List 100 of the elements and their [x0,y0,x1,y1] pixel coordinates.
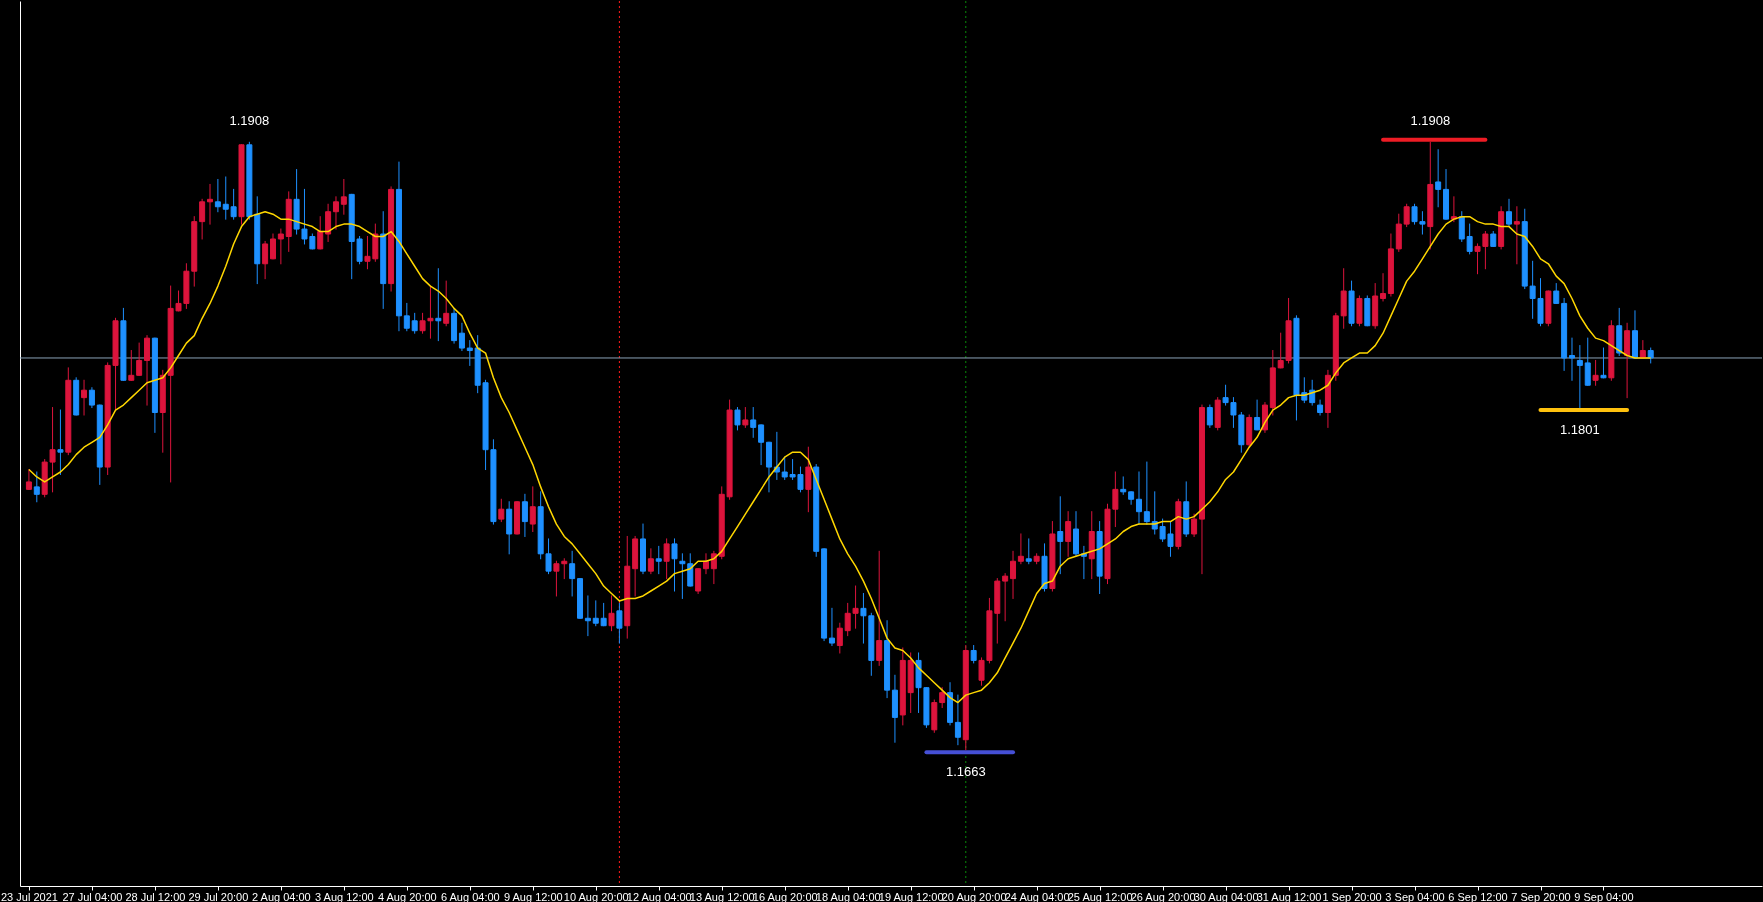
x-tick-label: 25 Aug 12:00 [1067,890,1133,902]
candlestick [1600,347,1607,379]
x-tick-label: 2 Aug 04:00 [252,890,311,902]
candlestick [1568,337,1575,381]
candlestick [734,407,741,431]
candlestick [1592,359,1599,386]
candlestick [1065,511,1072,557]
text: 1.1801 [1559,421,1600,437]
candlestick [1513,206,1520,265]
candlestick [529,486,536,532]
candlestick [136,342,143,376]
x-tick-label: 6 Sep 12:00 [1448,890,1508,902]
x-tick-label: 9 Aug 12:00 [503,890,563,902]
candlestick [710,550,717,585]
candlestick [1191,513,1198,537]
candlestick [876,550,883,666]
candlestick [332,196,339,230]
x-tick-label: 6 Aug 04:00 [440,890,500,902]
candlestick [1017,533,1024,565]
candlestick [1120,476,1127,495]
x-tick-label: 19 Aug 12:00 [878,890,944,902]
candlestick [262,240,269,280]
candlestick [340,178,347,215]
candlestick [25,469,32,490]
x-tick-label: 9 Sep 04:00 [1574,890,1634,902]
candlestick [750,407,757,438]
candlestick [521,493,528,537]
candlestick [1403,203,1410,228]
candlestick [1380,273,1387,302]
candlestick [498,498,505,523]
candlestick [1002,573,1009,622]
candlestick [663,538,670,580]
text: 1.1663 [945,763,986,779]
candlestick [773,431,780,480]
candlestick [435,268,442,342]
text: 1.1908 [229,113,270,129]
x-tick-label: 10 Aug 20:00 [563,890,629,902]
candlestick [1506,198,1513,228]
candlestick [805,446,812,513]
candlestick [207,183,214,225]
x-tick-label: 20 Aug 20:00 [941,890,1007,902]
candlestick [269,233,276,260]
candlestick [1576,345,1583,409]
x-tick-label: 16 Aug 20:00 [752,890,818,902]
candlestick [1206,404,1213,428]
candlestick [214,178,221,213]
candlestick [466,340,473,366]
candlestick [277,228,284,265]
candlestick [443,280,450,327]
candlestick [616,602,623,644]
candlestick [1057,496,1064,575]
x-tick-label: 26 Aug 20:00 [1130,890,1196,902]
candlestick [1010,550,1017,599]
candlestick [1025,538,1032,565]
candlestick [584,595,591,637]
candlestick [33,471,40,503]
x-tick-label: 28 Jul 12:00 [125,890,186,902]
x-tick-label: 13 Aug 12:00 [689,890,755,902]
x-tick-label: 3 Aug 12:00 [314,890,374,902]
candlestick [828,607,835,647]
x-tick-label: 27 Jul 04:00 [62,890,123,902]
text: 1.1908 [1410,113,1451,129]
candlestick [144,335,151,406]
candlestick [57,409,64,475]
x-tick-label: 4 Aug 20:00 [377,890,437,902]
candlestick [695,568,702,594]
candlestick [939,687,946,709]
candlestick [954,694,961,746]
candlestick [1143,461,1150,525]
candlestick [458,322,465,352]
candlestick [647,548,654,575]
x-tick-label: 29 Jul 20:00 [188,890,249,902]
x-tick-label: 3 Sep 04:00 [1385,890,1445,902]
x-tick-label: 18 Aug 04:00 [815,890,881,902]
candlestick [128,350,135,381]
candlestick [1450,196,1457,223]
candlestick [88,387,95,409]
candlestick [742,407,749,428]
candlestick [1135,471,1142,525]
candlestick [325,203,332,242]
candlestick [199,198,206,240]
candlestick [608,595,615,632]
candlestick [1435,149,1442,208]
x-tick-label: 1 Sep 20:00 [1322,890,1382,902]
candlestick [1254,399,1261,431]
candlestick [655,545,662,575]
x-tick-label: 31 Aug 12:00 [1256,890,1322,902]
candlestick [317,216,324,250]
candlestick [836,622,843,654]
candlestick [1584,337,1591,386]
candlestick [81,379,88,416]
x-tick-label: 7 Sep 20:00 [1511,890,1571,902]
candlestick [1317,399,1324,416]
candlestick [411,312,418,334]
candlestick [403,302,410,332]
x-tick-label: 12 Aug 04:00 [626,890,692,902]
x-tick-label: 30 Aug 04:00 [1193,890,1259,902]
x-tick-label: 23 Jul 2021 [0,890,58,902]
x-tick-label: 24 Aug 04:00 [1004,890,1070,902]
candlestick [758,424,765,466]
